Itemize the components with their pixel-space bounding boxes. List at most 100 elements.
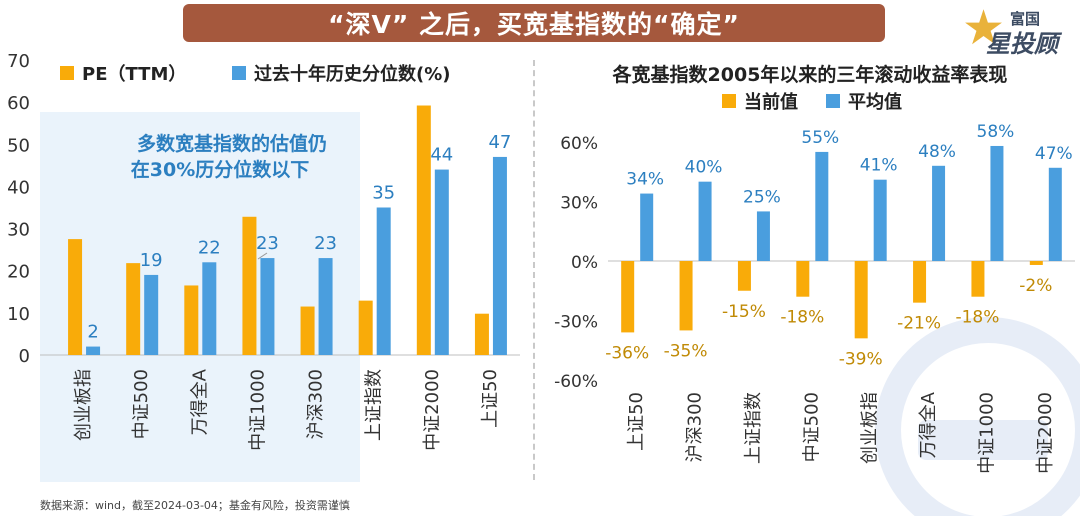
star-icon: ★ <box>962 0 1006 56</box>
x-tick-label: 中证500 <box>131 369 152 439</box>
x-tick-label: 沪深300 <box>306 369 327 439</box>
data-label-average-1: 40% <box>685 158 723 178</box>
x-tick-label: 上证50 <box>480 369 501 428</box>
legend-label-percentile: 过去十年历史分位数(%) <box>254 63 451 85</box>
x-tick-label: 中证1000 <box>247 369 268 451</box>
x-tick-label: 上证指数 <box>364 369 385 441</box>
label-leader-line <box>257 252 268 260</box>
legend-swatch-percentile <box>232 66 246 80</box>
legend-swatch-average <box>826 94 840 108</box>
bar-average-6 <box>990 145 1004 261</box>
data-label-percentile-6: 44 <box>430 145 453 166</box>
data-label-average-2: 25% <box>743 187 781 207</box>
bar-current-5 <box>913 261 927 303</box>
x-tick-label: 上证指数 <box>743 392 764 464</box>
data-label-average-3: 55% <box>801 128 839 148</box>
bar-average-2 <box>756 211 770 261</box>
brand-top: 富国 <box>1010 10 1041 28</box>
y-tick-label: 40 <box>7 177 30 198</box>
data-label-current-0: -36% <box>605 343 649 363</box>
data-label-current-2: -15% <box>722 302 766 322</box>
y-tick-label: 0% <box>571 253 598 273</box>
chart-divider <box>533 60 535 480</box>
data-label-current-5: -21% <box>897 314 941 334</box>
y-tick-label: 20 <box>7 262 30 283</box>
data-label-percentile-1: 19 <box>140 250 163 271</box>
x-tick-label: 万得全A <box>918 391 939 458</box>
legend-label-current: 当前值 <box>744 91 798 113</box>
bar-average-7 <box>1048 167 1062 261</box>
y-tick-label: -60% <box>554 372 598 392</box>
source-footnote: 数据来源：wind，截至2024-03-04；基金有风险，投资需谨慎 <box>40 499 350 512</box>
data-label-percentile-0: 2 <box>87 322 98 343</box>
bar-percentile-7 <box>492 156 507 355</box>
y-tick-label: 70 <box>7 51 30 72</box>
bar-pe-4 <box>300 306 315 355</box>
annotation-line-2: 在30%历分位数以下 <box>131 158 309 181</box>
data-label-percentile-7: 47 <box>488 132 511 153</box>
legend-swatch-current <box>722 94 736 108</box>
bar-percentile-4 <box>318 258 333 355</box>
bar-current-4 <box>854 261 868 339</box>
bar-pe-6 <box>416 105 431 355</box>
annotation-panel <box>40 112 360 482</box>
bar-percentile-0 <box>86 346 101 355</box>
watermark-logo <box>875 317 1080 516</box>
x-tick-label: 万得全A <box>189 368 210 435</box>
bar-pe-1 <box>126 263 141 355</box>
page-title: “深V” 之后，买宽基指数的“确定” <box>328 10 740 39</box>
y-tick-label: 0 <box>19 346 30 367</box>
data-label-average-4: 41% <box>860 156 898 176</box>
y-tick-label: 30% <box>560 194 598 214</box>
legend-swatch-pe <box>60 66 74 80</box>
data-label-current-7: -2% <box>1019 276 1052 296</box>
bar-pe-3 <box>242 216 257 355</box>
y-tick-label: 60 <box>7 93 30 114</box>
bar-current-0 <box>621 261 635 333</box>
annotation-line-1: 多数宽基指数的估值仍 <box>137 132 327 155</box>
bar-average-0 <box>640 193 654 261</box>
data-label-average-6: 58% <box>977 122 1015 142</box>
x-tick-label: 创业板指 <box>73 369 94 441</box>
y-tick-label: 30 <box>7 220 30 241</box>
bar-pe-0 <box>68 239 83 355</box>
bar-current-3 <box>796 261 810 297</box>
data-label-percentile-4: 23 <box>314 233 337 254</box>
bar-pe-2 <box>184 285 199 355</box>
data-label-average-0: 34% <box>626 170 664 190</box>
data-label-average-5: 48% <box>918 142 956 162</box>
bar-average-3 <box>815 151 829 261</box>
data-label-percentile-3: 23 <box>256 233 279 254</box>
bar-current-2 <box>737 261 751 291</box>
chart-2-title: 各宽基指数2005年以来的三年滚动收益率表现 <box>612 63 1008 86</box>
data-label-current-4: -39% <box>839 349 883 369</box>
data-label-current-3: -18% <box>780 308 824 328</box>
bar-percentile-6 <box>434 169 449 355</box>
bar-average-5 <box>932 165 946 261</box>
bar-percentile-2 <box>202 262 217 355</box>
bar-current-1 <box>679 261 693 331</box>
data-label-current-6: -18% <box>955 308 999 328</box>
bar-pe-5 <box>358 300 373 355</box>
data-label-current-1: -35% <box>664 341 708 361</box>
title-banner: “深V” 之后，买宽基指数的“确定” <box>183 4 885 42</box>
bar-current-7 <box>1029 261 1043 265</box>
x-tick-label: 沪深300 <box>685 392 706 462</box>
x-tick-label: 中证1000 <box>976 392 997 474</box>
brand-logo: ★ 富国 星投顾 <box>962 0 1074 58</box>
brand-main: 星投顾 <box>986 30 1058 58</box>
bar-percentile-5 <box>376 207 391 355</box>
y-tick-label: -30% <box>554 313 598 333</box>
y-tick-label: 50 <box>7 135 30 156</box>
data-label-average-7: 47% <box>1035 144 1073 164</box>
data-label-percentile-5: 35 <box>372 183 395 204</box>
y-tick-label: 10 <box>7 304 30 325</box>
bar-percentile-3 <box>260 258 275 355</box>
x-tick-label: 中证500 <box>801 392 822 462</box>
y-tick-label: 60% <box>560 134 598 154</box>
data-label-percentile-2: 22 <box>198 237 221 258</box>
bar-average-4 <box>873 179 887 261</box>
bar-current-6 <box>971 261 985 297</box>
x-tick-label: 中证2000 <box>1035 392 1056 474</box>
